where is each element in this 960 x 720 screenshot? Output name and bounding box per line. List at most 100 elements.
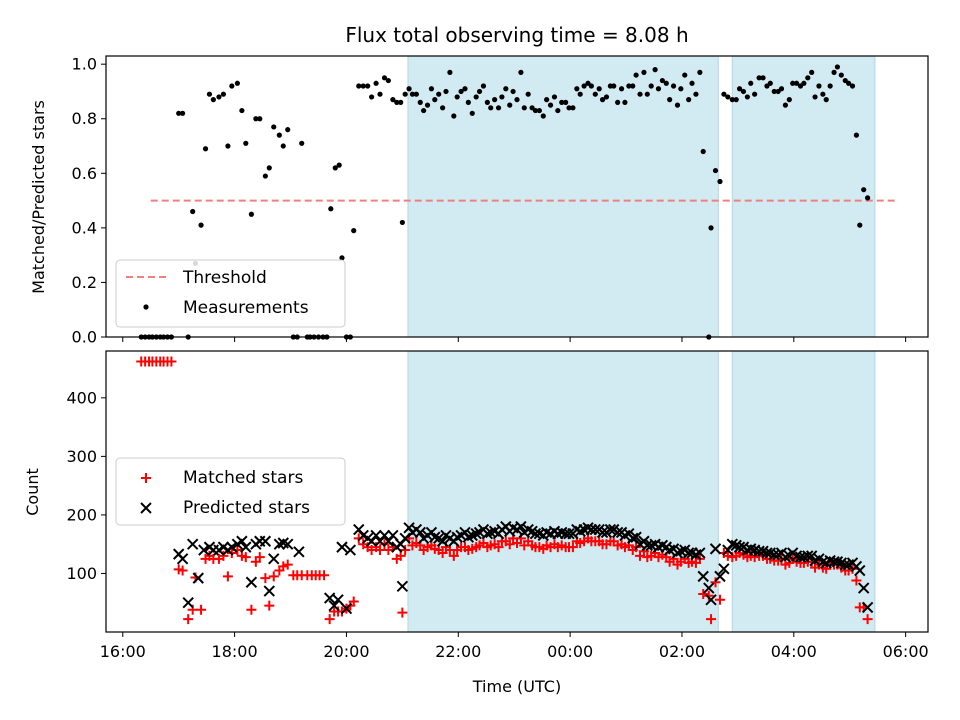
measurement-point [682, 72, 688, 78]
measurement-point [686, 97, 692, 103]
matched-star-point [278, 561, 289, 572]
measurement-point [262, 173, 268, 179]
legend-measurement-swatch [143, 304, 149, 310]
top-y-axis-label: Matched/Predicted stars [29, 100, 48, 294]
predicted-star-point [186, 538, 199, 550]
measurement-point [206, 91, 213, 97]
x-tick-label: 00:00 [547, 642, 593, 661]
measurement-point [365, 83, 371, 89]
measurement-point [729, 97, 735, 103]
top-legend: Threshold Measurements [115, 259, 346, 328]
measurement-point [670, 83, 677, 89]
measurement-point [563, 99, 569, 105]
measurement-point [740, 88, 747, 95]
matched-star-point [504, 539, 515, 550]
predicted-star-point [414, 526, 426, 539]
predicted-star-point [694, 547, 706, 559]
predicted-star-point [344, 544, 357, 556]
measurement-point [210, 97, 216, 103]
predicted-star-point [259, 535, 272, 547]
matched-star-point [703, 590, 714, 601]
predicted-star-point [630, 531, 642, 543]
x-tick-label: 06:00 [883, 642, 929, 661]
x-axis-label: Time (UTC) [472, 677, 561, 696]
matched-star-point [493, 542, 504, 553]
measurement-point [369, 94, 375, 100]
measurement-point [744, 94, 750, 100]
measurement-point [234, 80, 241, 86]
top-y-tick-label: 0.2 [72, 273, 97, 292]
predicted-star-point [268, 553, 280, 565]
measurement-point [495, 105, 502, 111]
matched-star-point [722, 550, 733, 561]
measurement-point [202, 146, 209, 152]
measurement-point [782, 102, 789, 108]
bottom-y-axis-label: Count [23, 468, 42, 516]
predicted-star-point [245, 576, 258, 588]
measurement-point [484, 99, 490, 105]
top-observing-window [731, 55, 876, 338]
measurement-point [499, 94, 505, 100]
measurement-point [473, 94, 479, 100]
bottom-y-tick-label: 300 [66, 447, 97, 466]
measurement-point [618, 86, 625, 92]
predicted-star-point [703, 582, 715, 594]
predicted-star-point [273, 538, 286, 550]
measurement-point [476, 88, 483, 95]
measurement-point [659, 77, 665, 84]
matched-star-point [222, 571, 233, 582]
top-y-tick-label: 0.6 [72, 164, 97, 183]
predicted-star-point [340, 602, 353, 615]
matched-star-point [375, 545, 385, 556]
measurement-point [611, 83, 617, 89]
measurement-point [385, 77, 391, 84]
measurement-point [641, 69, 647, 75]
predicted-star-point [323, 592, 336, 604]
predicted-star-point [336, 541, 348, 553]
top-y-tick-label: 0.0 [72, 328, 97, 347]
measurement-point [667, 97, 673, 103]
predicted-star-point [714, 570, 726, 583]
measurement-point [413, 91, 419, 97]
measurement-point [812, 94, 818, 100]
measurement-point [339, 255, 345, 261]
legend-threshold-label: Threshold [182, 268, 267, 288]
measurement-point [622, 99, 628, 105]
measurement-point [239, 107, 245, 114]
top-y-tick-label: 1.0 [72, 55, 97, 74]
measurement-point [271, 124, 277, 130]
matched-star-point [282, 559, 293, 570]
predicted-star-point [370, 529, 382, 542]
bottom-observing-window [407, 350, 719, 633]
measurement-point [644, 91, 650, 97]
measurement-point [790, 80, 796, 86]
matched-star-point [268, 571, 279, 582]
measurement-point [648, 83, 654, 89]
measurement-point [708, 225, 714, 231]
measurement-point [626, 83, 632, 89]
measurement-point [693, 91, 699, 97]
predicted-star-point [604, 523, 617, 536]
measurement-point [176, 110, 182, 116]
predicted-star-point [596, 526, 609, 539]
measurement-point [637, 91, 643, 97]
matched-star-point [260, 573, 271, 584]
predicted-star-point [226, 541, 238, 553]
measurement-point [521, 105, 527, 111]
measurement-point [845, 80, 852, 86]
predicted-star-point [282, 538, 294, 550]
chart-title: Flux total observing time = 8.08 h [345, 23, 688, 47]
predicted-star-point [192, 572, 204, 584]
bottom-y-tick-label: 200 [66, 505, 97, 524]
measurement-point [381, 75, 388, 81]
matched-star-point [319, 570, 330, 581]
bottom-y-tick-label: 400 [66, 388, 97, 407]
x-tick-label: 16:00 [100, 642, 146, 661]
measurement-point [697, 69, 703, 75]
x-tick-label: 18:00 [212, 642, 258, 661]
matched-star-point [177, 565, 188, 576]
predicted-star-point [563, 527, 575, 540]
predicted-star-point [611, 526, 624, 539]
matched-star-point [254, 552, 265, 563]
measurement-point [328, 206, 334, 212]
